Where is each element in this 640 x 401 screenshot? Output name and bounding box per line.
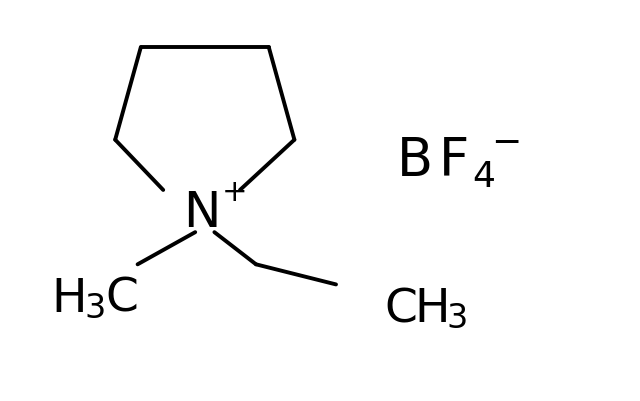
Text: −: − [492,126,522,159]
Text: 3: 3 [447,301,468,334]
Text: +: + [222,177,248,206]
Text: N: N [183,188,220,237]
Text: 3: 3 [84,291,106,324]
Text: H: H [51,276,86,321]
Text: C: C [384,286,417,331]
Text: C: C [106,276,138,321]
Text: F: F [438,134,468,186]
Text: 4: 4 [472,160,495,193]
Text: B: B [397,134,433,186]
Text: H: H [415,286,450,331]
